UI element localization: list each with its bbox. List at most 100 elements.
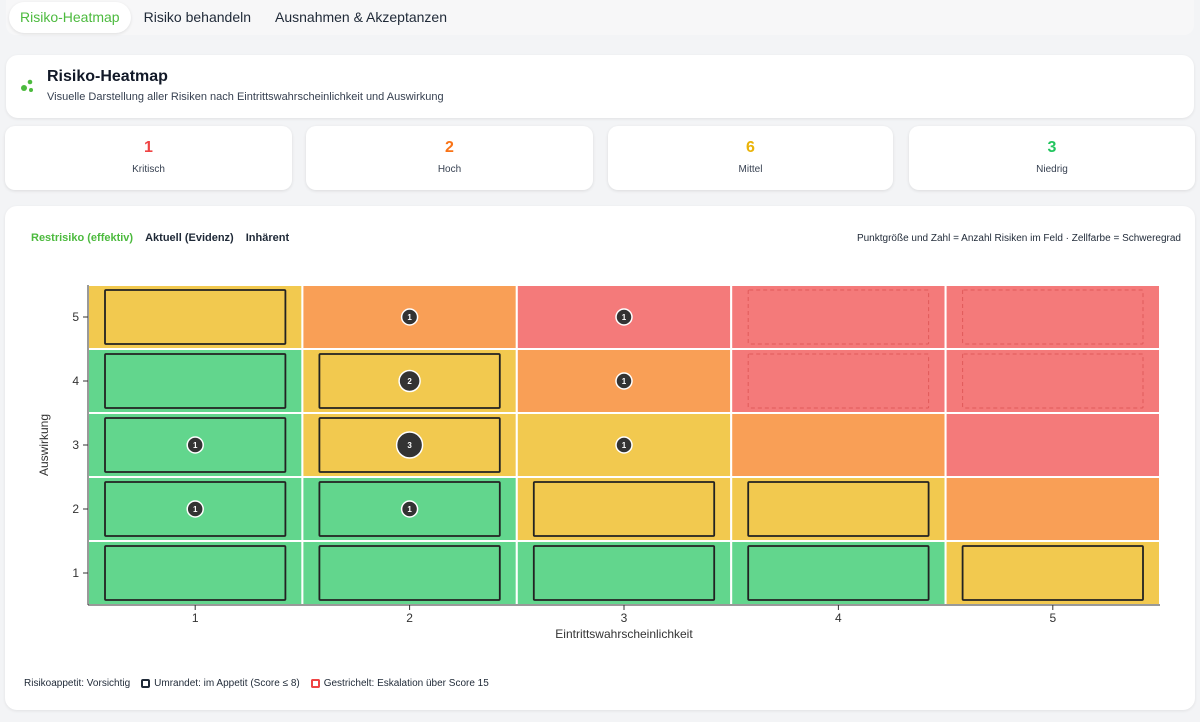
y-tick-label: 4 (72, 374, 79, 388)
cell-outline-solid (318, 353, 501, 409)
heatmap-cell-5-5 (944, 284, 1161, 350)
cell-outline-solid (104, 353, 287, 409)
dashed-outline-icon (310, 679, 320, 688)
cell-outline-solid (318, 417, 501, 473)
stat-kritisch: 1 Kritisch (5, 126, 292, 190)
severity-stats: 1 Kritisch 2 Hoch 6 Mittel 3 Niedrig (5, 126, 1195, 190)
x-tick-label: 3 (621, 611, 628, 625)
heatmap-cell-4-4 (730, 348, 947, 414)
cell-outline-solid (747, 545, 930, 601)
y-tick-label: 3 (72, 438, 79, 452)
bubbles-icon (21, 79, 33, 92)
legend-dashed: Gestrichelt: Eskalation über Score 15 (310, 678, 489, 689)
view-inhaerent[interactable]: Inhärent (245, 232, 290, 244)
solid-outline-icon (141, 679, 151, 688)
cell-outline-solid (104, 417, 287, 473)
tab-bar: Risiko-Heatmap Risiko behandeln Ausnahme… (6, 0, 1194, 35)
risk-count-bubble (398, 369, 421, 393)
heatmap-cell-5-3 (944, 412, 1161, 478)
page-title: Risiko-Heatmap (47, 68, 168, 85)
view-mode-toggle: Restrisiko (effektiv) Aktuell (Evidenz) … (31, 232, 301, 244)
heatmap-cell-3-4 (515, 348, 733, 414)
y-tick-label: 2 (72, 502, 79, 516)
cell-outline-solid (104, 481, 287, 537)
heatmap-cell-4-1 (730, 540, 947, 606)
heatmap-cell-1-4 (87, 348, 304, 414)
cell-outline-dashed (747, 353, 930, 409)
risk-count-bubble (400, 500, 419, 518)
y-axis-label: Auswirkung (37, 414, 51, 476)
x-axis-label: Eintrittswahrscheinlichkeit (555, 627, 693, 641)
tab-risiko-behandeln[interactable]: Risiko behandeln (143, 9, 251, 25)
heatmap-card: Restrisiko (effektiv) Aktuell (Evidenz) … (5, 206, 1195, 710)
y-tick-label: 1 (72, 566, 79, 580)
cell-outline-solid (532, 481, 716, 537)
page-subtitle: Visuelle Darstellung aller Risiken nach … (47, 91, 444, 103)
dashed-legend-text: Gestrichelt: Eskalation über Score 15 (323, 678, 489, 689)
stat-mittel: 6 Mittel (608, 126, 893, 190)
heatmap-cell-4-2 (730, 476, 947, 542)
tab-ausnahmen-akzeptanzen[interactable]: Ausnahmen & Akzeptanzen (275, 9, 448, 25)
appetite-text: Risikoappetit: Vorsichtig (24, 678, 131, 689)
risk-count-label: 1 (622, 441, 627, 450)
stat-label: Kritisch (132, 164, 165, 175)
risk-count-bubble (186, 500, 204, 518)
page-header: Risiko-Heatmap Visuelle Darstellung alle… (6, 55, 1194, 118)
view-aktuell[interactable]: Aktuell (Evidenz) (145, 232, 234, 244)
risk-count-bubble (395, 431, 424, 459)
footer-legend: Risikoappetit: Vorsichtig Umrandet: im A… (24, 678, 500, 689)
view-restrisiko[interactable]: Restrisiko (effektiv) (31, 232, 134, 244)
risk-count-label: 1 (622, 377, 627, 386)
risk-heatmap: 1 1 2 1 1 3 1 1 1 1 2 3 4 5 1 2 3 4 5 Eintrittswahrscheinli… (37, 284, 1161, 641)
heatmap-cell-1-5 (87, 284, 304, 350)
heatmap-cell-5-2 (944, 476, 1161, 542)
risk-count-bubble (615, 308, 633, 326)
risk-count-label: 1 (407, 313, 412, 322)
risk-count-label: 1 (193, 505, 198, 514)
stat-label: Mittel (738, 164, 763, 175)
stat-niedrig: 3 Niedrig (909, 126, 1195, 190)
cell-outline-dashed (747, 289, 930, 345)
cell-outline-solid (961, 545, 1144, 601)
stat-value: 3 (1047, 139, 1057, 156)
stat-label: Niedrig (1036, 164, 1068, 175)
risk-count-bubble (400, 308, 419, 326)
risk-count-label: 3 (407, 441, 412, 450)
x-tick-label: 4 (835, 611, 842, 625)
stat-value: 1 (144, 139, 153, 156)
stat-value: 6 (746, 139, 755, 156)
stat-hoch: 2 Hoch (306, 126, 593, 190)
risk-count-bubble (186, 436, 204, 454)
heatmap-cell-1-1 (87, 540, 304, 606)
legend-note: Punktgröße und Zahl = Anzahl Risiken im … (856, 233, 1181, 244)
heatmap-cell-3-2 (515, 476, 733, 542)
cell-outline-solid (318, 481, 501, 537)
heatmap-cell-5-4 (944, 348, 1161, 414)
legend-solid: Umrandet: im Appetit (Score ≤ 8) (141, 678, 300, 689)
appetite-label: Risikoappetit: Vorsichtig (24, 678, 130, 689)
heatmap-cell-5-1 (944, 540, 1161, 606)
heatmap-cell-2-1 (301, 540, 518, 606)
cell-outline-solid (104, 289, 287, 345)
risk-count-bubble (615, 436, 633, 454)
cell-outline-solid (747, 481, 930, 537)
cell-outline-solid (532, 545, 716, 601)
heatmap-cell-4-3 (730, 412, 947, 478)
x-tick-label: 5 (1049, 611, 1056, 625)
stat-value: 2 (445, 139, 454, 156)
heatmap-cell-3-1 (515, 540, 733, 606)
risk-count-label: 1 (407, 505, 412, 514)
risk-count-label: 1 (622, 313, 627, 322)
stat-label: Hoch (437, 164, 462, 175)
risk-count-label: 1 (193, 441, 198, 450)
cell-outline-solid (318, 545, 501, 601)
risk-count-label: 2 (407, 377, 412, 386)
x-tick-label: 2 (406, 611, 413, 625)
cell-outline-dashed (962, 289, 1144, 345)
y-tick-label: 5 (72, 310, 79, 324)
risk-count-bubble (615, 372, 633, 390)
x-tick-label: 1 (192, 611, 199, 625)
solid-legend-text: Umrandet: im Appetit (Score ≤ 8) (154, 678, 300, 689)
cell-outline-solid (104, 545, 287, 601)
tab-risiko-heatmap[interactable]: Risiko-Heatmap (9, 2, 131, 33)
